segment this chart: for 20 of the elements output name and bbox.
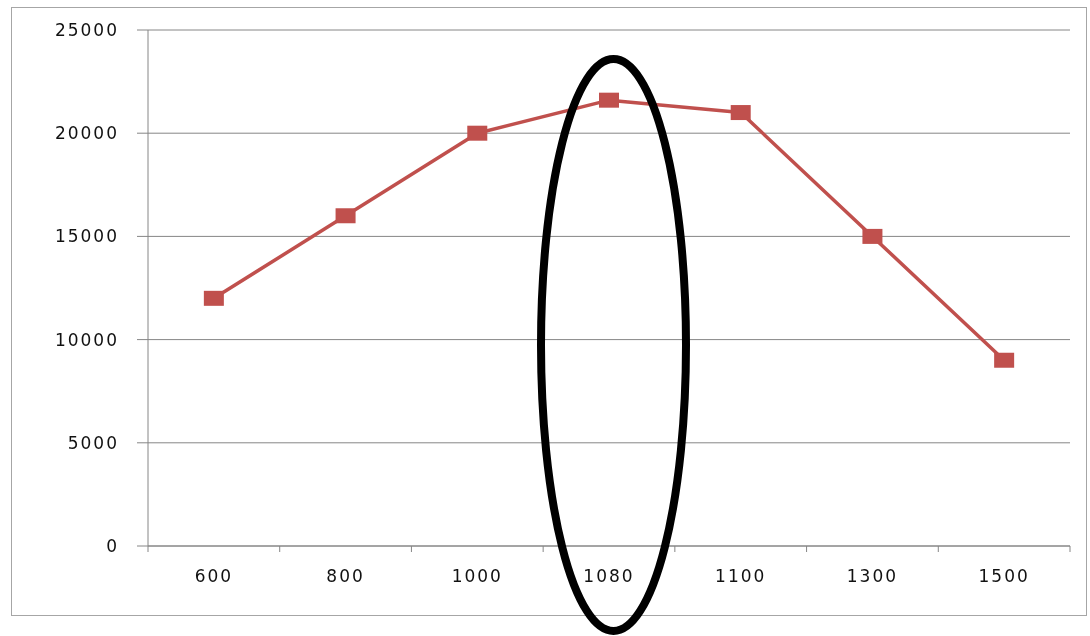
x-tick-label: 600 — [194, 566, 234, 587]
point — [994, 352, 1015, 368]
point — [599, 92, 619, 108]
x-tick-label: 1300 — [846, 566, 899, 587]
y-tick-label: 15000 — [54, 226, 119, 247]
x-tick-label: 1100 — [715, 566, 767, 587]
x-tick-label: 1500 — [978, 566, 1030, 587]
point — [730, 105, 751, 121]
y-tick-label: 25000 — [54, 20, 119, 41]
y-tick-label: 20000 — [54, 123, 119, 144]
x-tick-label: 1000 — [451, 566, 503, 587]
point — [467, 125, 488, 141]
y-tick-label: 10000 — [54, 329, 119, 350]
x-tick-label: 1080 — [583, 566, 635, 587]
x-tick-label: 800 — [326, 566, 365, 587]
y-tick-label: 0 — [106, 536, 119, 557]
point — [862, 228, 883, 244]
y-tick-label: 5000 — [67, 432, 119, 453]
point — [335, 208, 356, 224]
point — [203, 290, 224, 306]
